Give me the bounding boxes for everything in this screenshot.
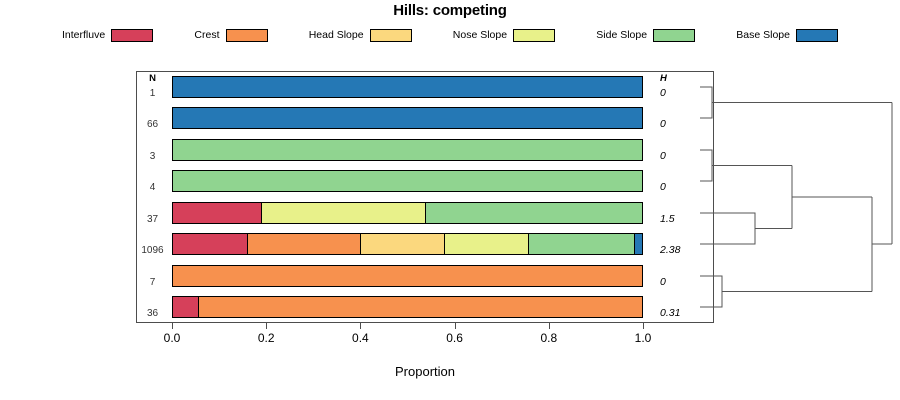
x-axis-tick-label: 0.4 [352,331,369,345]
bar-segment [173,234,249,255]
legend-swatch-icon [111,28,154,42]
legend-item-label: Nose Slope [452,29,508,41]
h-value: 1.5 [660,212,675,225]
bar-segment [634,234,642,255]
bar-segment [248,234,361,255]
x-axis-tick [172,323,173,329]
stacked-bar [172,75,643,98]
n-value: 66 [146,119,159,131]
bar-segment [529,234,635,255]
chart-row: EUDY70 [136,260,714,292]
x-axis-tick-label: 0.0 [163,331,181,345]
legend-item-label: Interfluve [62,29,106,41]
chart-row: BRANCHVILLE40 [136,166,714,198]
bar-segment [360,234,445,255]
chart-legend: Interfluve Crest Head Slope Nose Slope Side … [62,26,838,44]
stacked-bar [172,201,643,224]
chart-title: Hills: competing [393,2,507,19]
h-value: 0 [660,181,666,194]
legend-item-label: Base Slope [736,29,790,41]
n-value: 3 [149,150,156,162]
chart-row: CARDINAL30 [136,134,714,166]
h-value: 0 [660,86,666,99]
x-axis: 0.0 0.2 0.4 0.6 0.8 1.0 [136,323,714,363]
legend-item-label: Side Slope [596,29,648,41]
x-axis-tick [454,323,456,329]
n-value: 4 [149,182,156,194]
stacked-bar [172,264,643,287]
dendro-merge-licking-hartville [700,86,713,119]
n-value: 36 [146,308,159,320]
h-value: 0 [660,275,666,288]
h-value: 0 [660,149,666,162]
bar-segment [262,202,427,223]
x-axis-tick-label: 1.0 [634,331,652,345]
dendro-merge-loudon-celina [700,212,756,245]
bar-segment [173,171,642,192]
stacked-bar [172,233,643,256]
chart-row: CELINA10962.38 [136,229,714,261]
x-axis-tick [360,323,362,329]
bar-segment [173,202,263,223]
bar-segment [173,265,642,286]
legend-item[interactable]: Nose Slope [452,28,556,42]
n-column-header: N [149,73,156,84]
legend-swatch-icon [369,28,412,42]
x-axis-tick-label: 0.2 [257,331,275,345]
stacked-bar [172,138,643,161]
dendro-merge-cardinal-branchville [700,149,713,182]
legend-item[interactable]: Head Slope [308,28,412,42]
x-axis-tick-label: 0.8 [540,331,558,345]
dendrogram [700,71,900,323]
stacked-bar-rows: NHLICKING10HARTVILLE660CARDINAL30BRANCHV… [136,71,714,323]
legend-swatch-icon [225,28,268,42]
stacked-bar [172,170,643,193]
legend-item-label: Head Slope [308,29,364,41]
dendrogram-svg [700,86,893,308]
bar-segment [173,76,642,97]
x-axis-tick [266,323,268,329]
legend-item[interactable]: Crest [194,28,268,42]
x-axis-tick [643,323,644,329]
legend-swatch-icon [796,28,838,42]
bar-segment [173,297,199,318]
bar-segment [426,202,642,223]
chart-row: JERKTAIL360.31 [136,292,714,324]
n-value: 1096 [141,245,164,257]
chart-row: LOUDON371.5 [136,197,714,229]
bar-segment [173,139,642,160]
legend-swatch-icon [513,28,556,42]
dendro-merge-eudy-jerktail [700,275,723,308]
chart-row: HARTVILLE660 [136,103,714,135]
stacked-bar [172,107,643,130]
chart-row: LICKING10 [136,71,714,103]
stacked-bar [172,296,643,319]
x-axis-label: Proportion [395,364,455,379]
plot-panel-border [136,71,714,323]
n-value: 1 [149,87,156,99]
n-value: 37 [146,213,159,225]
legend-item[interactable]: Base Slope [736,28,838,42]
bar-segment [444,234,530,255]
x-axis-tick-label: 0.6 [446,331,463,345]
x-axis-tick [548,323,550,329]
legend-item[interactable]: Interfluve [62,28,154,42]
h-column-header: H [660,73,667,84]
h-value: 2.38 [660,244,681,257]
h-value: 0 [660,118,666,131]
bar-segment [173,108,642,129]
legend-item-label: Crest [194,29,220,41]
n-value: 7 [149,276,156,288]
legend-swatch-icon [653,28,696,42]
bar-segment [198,297,642,318]
h-value: 0.31 [660,307,681,320]
legend-item[interactable]: Side Slope [596,28,696,42]
